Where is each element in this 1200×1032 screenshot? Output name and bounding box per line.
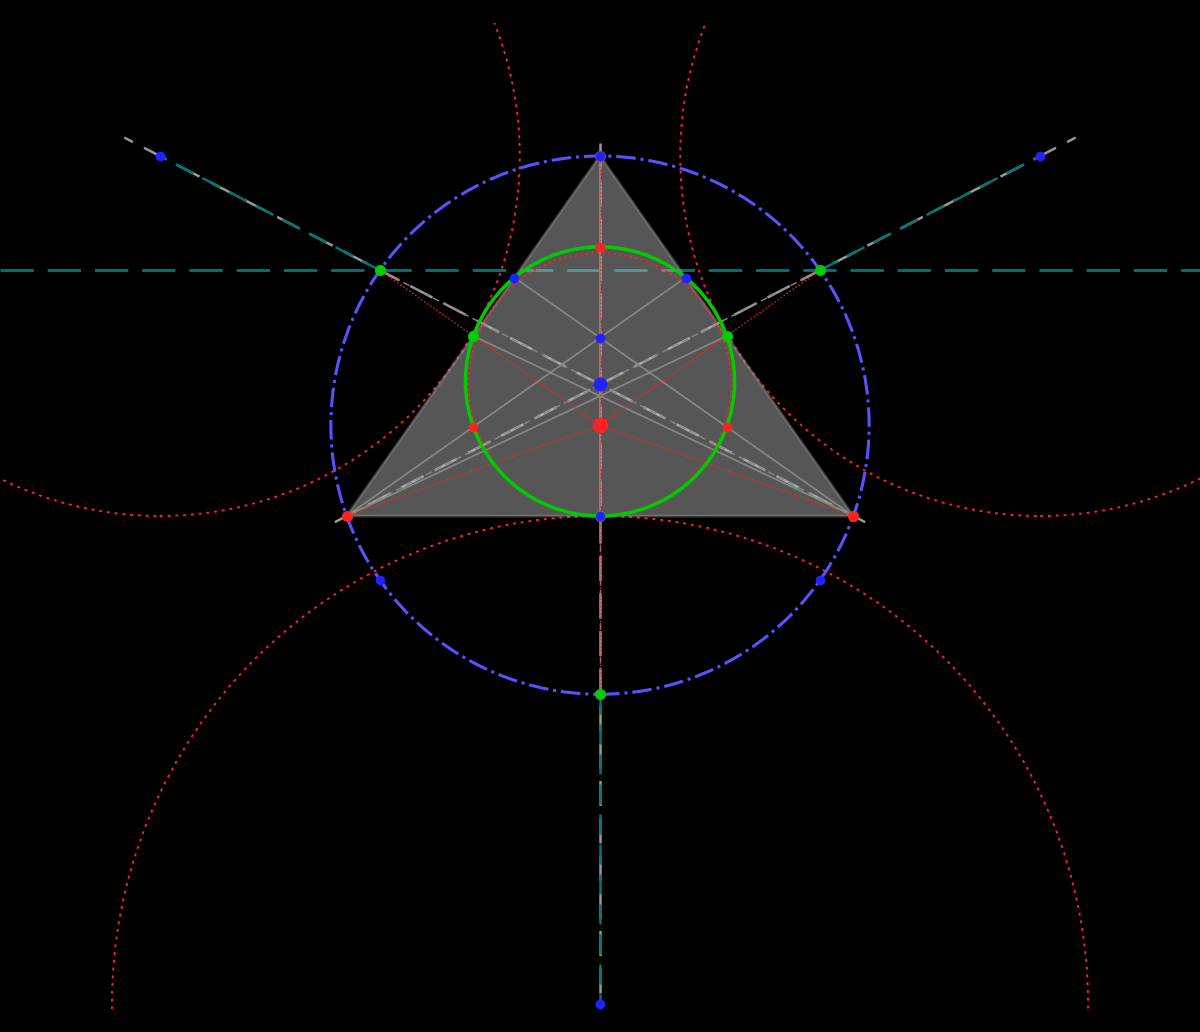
Polygon shape	[347, 156, 853, 516]
